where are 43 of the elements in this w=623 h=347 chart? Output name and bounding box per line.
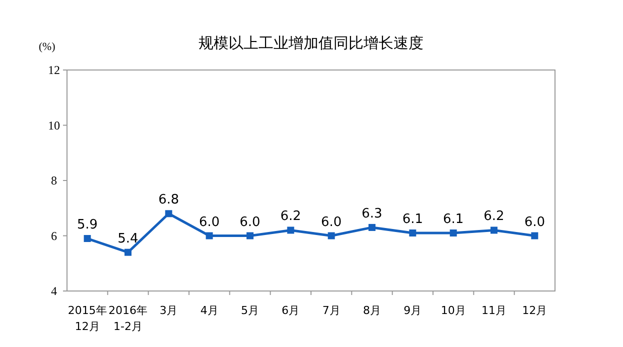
y-tick-label: 4 <box>51 284 57 298</box>
text: 6.1 <box>442 212 464 227</box>
point <box>206 232 213 240</box>
text: 6.2 <box>484 209 504 224</box>
text: 6.0 <box>240 214 260 230</box>
text: 6.1 <box>402 212 424 227</box>
x-tick-label: 2016年 1-2月 <box>108 304 148 333</box>
point <box>246 232 254 240</box>
point <box>328 232 335 240</box>
point <box>450 229 457 236</box>
point <box>165 210 172 218</box>
y-tick-label: 12 <box>48 63 60 77</box>
x-tick-label: 8月 <box>363 304 381 317</box>
x-tick-label: 10月 <box>440 304 466 317</box>
text: 6.2 <box>280 209 302 224</box>
text: 6.0 <box>320 214 342 230</box>
point <box>287 226 294 234</box>
chart-title: 规模以上工业增加值同比增长速度 <box>198 34 424 52</box>
x-tick-label: 2015年 12月 <box>68 304 107 333</box>
point <box>368 224 376 231</box>
text: 5.4 <box>118 231 138 246</box>
text: 5.9 <box>76 218 98 233</box>
point <box>409 229 416 236</box>
x-tick-label: 12月 <box>522 304 548 317</box>
y-axis-title: (%) <box>38 41 56 53</box>
x-tick-label: 11月 <box>482 304 506 317</box>
point <box>84 235 91 242</box>
point <box>124 248 132 256</box>
x-tick-label: 4月 <box>200 304 218 317</box>
text: 6.0 <box>524 214 546 230</box>
point <box>531 232 538 240</box>
y-tick-label: 6 <box>51 228 57 243</box>
x-tick-label: 3月 <box>160 304 178 317</box>
y-tick-label: 8 <box>51 174 57 188</box>
x-tick-label: 9月 <box>404 304 422 317</box>
point <box>490 226 498 234</box>
text: 6.0 <box>198 214 220 230</box>
y-tick-label: 10 <box>48 118 60 132</box>
x-tick-label: 6月 <box>282 304 300 317</box>
text: 6.8 <box>158 192 180 208</box>
x-tick-label: 5月 <box>241 304 259 317</box>
text: 6.3 <box>362 206 382 222</box>
x-tick-label: 7月 <box>322 304 340 317</box>
